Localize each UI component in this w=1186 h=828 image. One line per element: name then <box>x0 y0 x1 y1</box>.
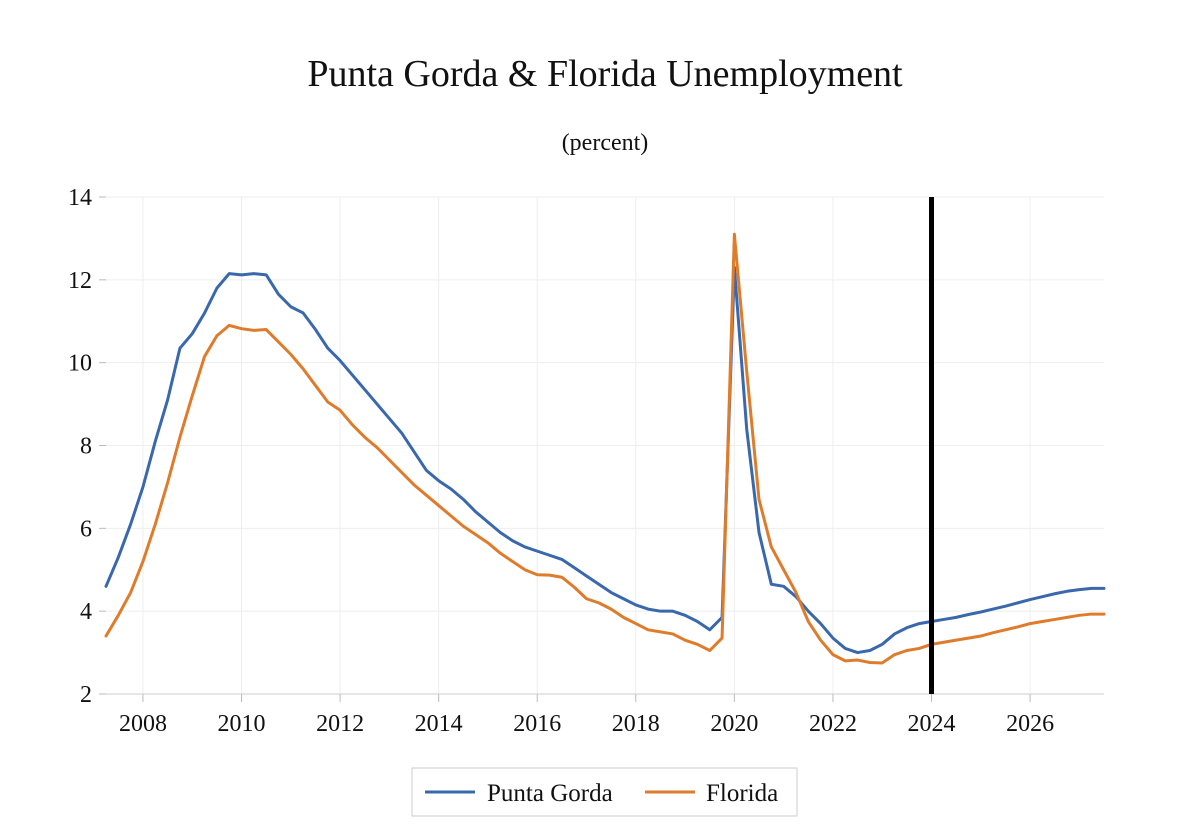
legend-box <box>411 767 798 817</box>
x-tick-label: 2018 <box>612 711 660 737</box>
chart-title: Punta Gorda & Florida Unemployment <box>307 53 903 95</box>
legend-label-florida: Florida <box>706 780 778 807</box>
series-lines <box>104 232 1106 665</box>
y-axis-tick-labels: 2 4 6 8 10 12 14 <box>68 185 92 708</box>
x-tick-label: 2020 <box>710 711 758 737</box>
y-tick-label: 10 <box>68 351 92 377</box>
y-tick-label: 2 <box>80 682 92 708</box>
x-tick-label: 2012 <box>316 711 364 737</box>
x-tick-label: 2016 <box>513 711 561 737</box>
chart-subtitle: (percent) <box>562 130 649 156</box>
series-line-florida <box>104 232 1106 665</box>
x-tick-label: 2008 <box>119 711 167 737</box>
x-axis-tick-labels: 2008 2010 2012 2014 2016 2018 2020 2022 2024 2026 <box>119 711 1054 737</box>
y-tick-label: 8 <box>80 434 92 460</box>
x-tick-label: 2010 <box>218 711 266 737</box>
y-tick-label: 14 <box>68 185 92 211</box>
y-tick-label: 6 <box>80 516 92 542</box>
x-tick-label: 2014 <box>415 711 463 737</box>
legend-label-punta-gorda: Punta Gorda <box>487 780 613 807</box>
series-line-punta-gorda <box>104 265 1106 655</box>
legend: Punta Gorda Florida <box>411 767 798 817</box>
grid-lines <box>106 196 1104 694</box>
x-tick-label: 2024 <box>908 711 956 737</box>
x-tick-label: 2022 <box>809 711 857 737</box>
x-tick-label: 2026 <box>1006 711 1054 737</box>
y-tick-label: 4 <box>80 599 92 625</box>
axes <box>99 196 1104 702</box>
y-tick-label: 12 <box>68 268 92 294</box>
